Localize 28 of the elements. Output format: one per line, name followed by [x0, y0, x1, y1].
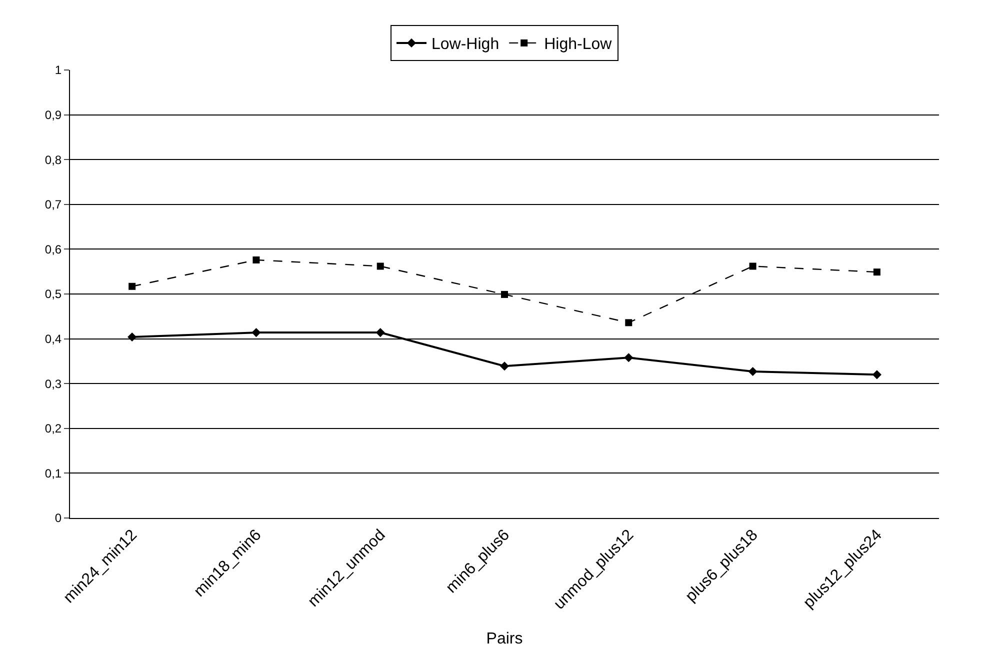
x-axis-title: Pairs	[486, 630, 523, 648]
point	[873, 268, 880, 276]
point	[625, 319, 632, 326]
y-tick-label: 1	[54, 63, 62, 78]
point	[128, 332, 137, 342]
y-tick-label: 0,7	[44, 198, 62, 212]
y-tick-label: 0,8	[44, 152, 62, 167]
point	[501, 290, 508, 298]
y-tick-label: 0,5	[44, 287, 62, 302]
point	[748, 366, 758, 376]
point	[252, 256, 260, 264]
y-tick-label: 0,3	[44, 376, 62, 391]
point	[128, 282, 136, 290]
y-tick-label: 0,4	[44, 332, 62, 346]
point	[872, 370, 882, 380]
point	[624, 353, 634, 362]
y-tick-label: 0,2	[44, 422, 62, 436]
y-tick-label: 0,9	[44, 108, 62, 122]
point	[749, 262, 756, 270]
point	[376, 328, 385, 338]
point	[376, 262, 384, 270]
legend-label: High-Low	[544, 36, 612, 54]
point	[500, 362, 510, 371]
legend-label: Low-High	[432, 36, 500, 54]
point	[252, 328, 261, 338]
y-tick-label: 0,6	[44, 242, 62, 256]
y-tick-label: 0,1	[44, 466, 62, 480]
y-tick-label: 0	[54, 511, 62, 526]
